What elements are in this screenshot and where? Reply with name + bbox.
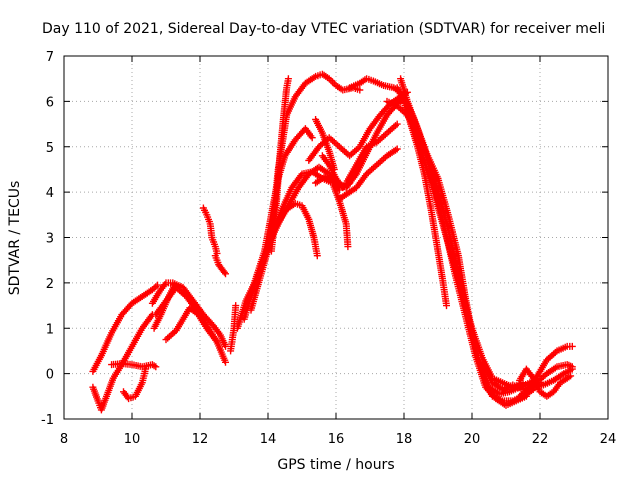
data-point-markers [150, 281, 178, 332]
series-arc-a7 [162, 304, 221, 346]
series-arc-a2 [89, 311, 156, 414]
data-point-markers [162, 304, 221, 346]
data-point-markers [227, 302, 240, 355]
y-tick-label: 2 [46, 277, 54, 292]
y-tick-label: 3 [46, 232, 54, 247]
series-arc-a3 [108, 360, 160, 371]
y-tick-label: 0 [46, 368, 54, 383]
data-point-markers [120, 365, 150, 403]
series-arc-b3 [227, 302, 240, 355]
y-tick-label: 5 [46, 141, 54, 156]
data-point-markers [407, 120, 527, 391]
series-arc-f4 [516, 365, 575, 400]
data-marks [89, 70, 576, 414]
x-tick-label: 12 [192, 432, 209, 447]
series-arc-c6 [267, 75, 292, 255]
data-point-markers [89, 281, 161, 375]
series-arc-a1 [89, 281, 161, 375]
y-tick-label: 6 [46, 95, 54, 110]
x-tick-label: 20 [464, 432, 481, 447]
chart-title: Day 110 of 2021, Sidereal Day-to-day VTE… [42, 21, 605, 37]
series-arc-a4 [120, 365, 150, 403]
x-tick-label: 18 [396, 432, 413, 447]
series-arc-b1 [199, 204, 221, 257]
data-point-markers [211, 252, 229, 278]
series-arc-e5 [407, 120, 527, 391]
data-point-markers [89, 311, 156, 414]
y-tick-label: 1 [46, 322, 54, 337]
series-arc-d1 [305, 88, 411, 164]
data-point-markers [335, 145, 401, 203]
data-point-markers [108, 360, 160, 371]
x-tick-label: 16 [328, 432, 345, 447]
x-tick-label: 24 [600, 432, 617, 447]
series-arc-b2 [211, 252, 229, 278]
x-tick-label: 10 [124, 432, 141, 447]
x-tick-label: 14 [260, 432, 277, 447]
y-axis-label: SDTVAR / TECUs [7, 181, 23, 296]
series-arc-a8 [150, 281, 178, 332]
y-axis-ticks: -1 0 1 2 3 4 5 6 7 [41, 50, 608, 428]
y-tick-label: 7 [46, 50, 54, 65]
data-point-markers [267, 75, 292, 255]
data-point-markers [342, 120, 401, 187]
x-axis-ticks: 8 10 12 14 16 18 20 22 24 [60, 56, 616, 447]
x-axis-label: GPS time / hours [277, 457, 394, 473]
data-point-markers [383, 97, 544, 405]
series-arc-d5 [346, 75, 405, 96]
series-arc-d3 [335, 145, 401, 203]
data-point-markers [199, 204, 221, 257]
series-arc-e3 [383, 97, 544, 405]
data-point-markers [516, 365, 575, 400]
data-point-markers [346, 75, 405, 96]
x-tick-label: 22 [532, 432, 549, 447]
y-tick-label: -1 [41, 413, 54, 428]
series-arc-d4 [342, 120, 401, 187]
y-tick-label: 4 [46, 186, 54, 201]
data-point-markers [305, 88, 411, 164]
x-tick-label: 8 [60, 432, 68, 447]
